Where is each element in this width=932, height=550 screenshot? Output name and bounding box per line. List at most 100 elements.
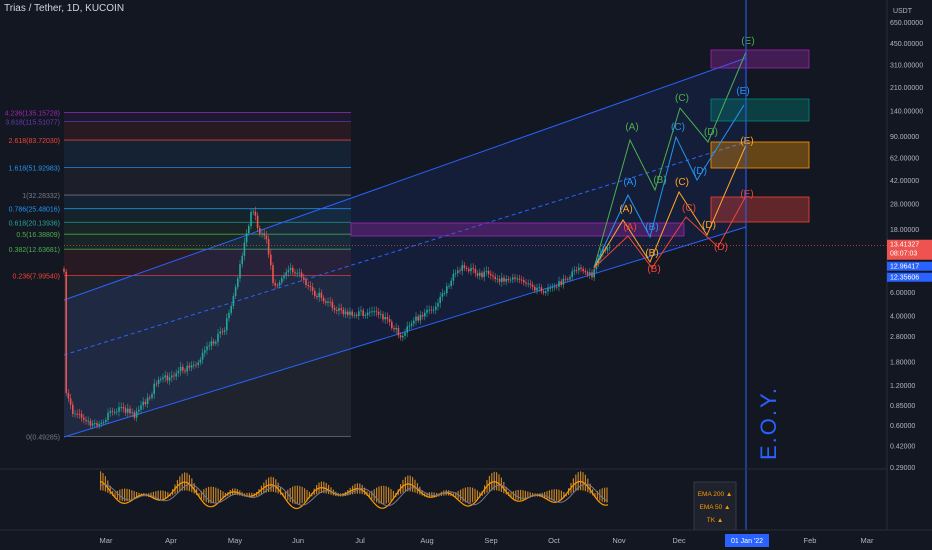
candle-body [567,278,569,280]
osc-bar [272,477,274,492]
candle-body [461,265,463,271]
fib-level-label: 0.618(20.13936) [9,220,60,227]
candle-body [199,359,202,363]
candle-body [452,273,455,281]
osc-bar [186,472,188,491]
osc-bar [155,491,157,499]
candle-body [534,286,536,291]
wave-label: (E) [740,136,753,147]
candle-body [208,345,210,347]
candle-body [270,254,272,266]
candle-body [584,271,587,273]
price-label-2: 12.96417 [890,264,919,271]
candle-body [520,279,523,281]
candle-body [525,282,527,284]
candle-body [144,401,147,404]
osc-bar [532,492,534,498]
candle-body [221,331,224,333]
candle-body [74,413,76,415]
fib-level-label: 2.618(83.72030) [9,138,60,145]
osc-bar [584,474,586,492]
osc-bar [193,483,195,494]
candle-body [157,379,160,384]
candle-body [505,278,507,282]
candle-body [272,265,274,284]
time-tick-label: Mar [861,536,874,545]
candle-body [111,411,114,413]
candle-body [91,423,94,426]
candle-body [102,421,105,423]
fib-zone [64,275,351,437]
candle-body [177,371,180,374]
osc-bar [299,485,301,505]
candle-body [351,311,353,316]
candle-body [446,286,448,294]
wave-label: (A) [619,204,632,215]
osc-bar [246,492,248,498]
candle-body [358,311,360,316]
candle-body [415,316,417,321]
osc-bar [472,487,474,503]
osc-bar [217,488,219,502]
osc-bar [160,490,162,500]
candle-body [107,412,109,420]
candle-body [360,310,362,312]
candle-body [487,270,490,275]
candle-body [454,272,457,274]
candle-body [399,335,402,338]
price-tick-label: 62.00000 [890,155,919,162]
candle-body [377,311,380,315]
osc-bar [292,486,294,504]
osc-bar [544,492,546,498]
osc-bar [376,487,378,503]
candle-body [457,270,459,273]
wave-label: (D) [693,166,707,177]
osc-bar [138,492,140,498]
candle-body [289,267,292,270]
osc-bar [548,490,550,500]
candle-body [168,377,171,381]
candle-body [259,228,261,235]
wave-label: (C) [675,93,689,104]
osc-bar [388,487,390,503]
price-channel [63,49,810,438]
osc-bar [551,489,553,501]
candle-body [135,411,138,418]
fib-level-label: 1.618(51.92983) [9,166,60,173]
candle-body [234,287,237,297]
candle-body [274,283,276,286]
price-tick-label: 0.42000 [890,444,915,451]
candle-body [443,293,446,294]
candle-body [426,309,428,313]
candle-body [512,277,514,280]
candle-body [562,278,565,285]
osc-bar [556,489,558,501]
price-tick-label: 18.00000 [890,227,919,234]
candle-body [545,291,547,293]
candle-body [538,287,540,289]
osc-bar [469,487,471,503]
osc-bar [131,490,133,500]
candle-body [232,296,235,307]
osc-bar [164,491,166,499]
candle-body [553,286,556,288]
osc-bar [409,475,411,492]
candle-body [153,383,155,395]
osc-bar [215,487,217,503]
candle-body [558,281,560,287]
candle-body [571,271,573,278]
candle-body [441,293,444,297]
candle-body [85,419,87,422]
candle-body [230,306,232,313]
fib-zone [64,208,351,223]
fib-zone [64,234,351,250]
osc-bar [392,490,394,500]
candle-body [155,383,158,385]
candle-body [100,422,103,425]
wave-label: (B) [653,175,666,186]
candle-body [151,394,153,398]
currency-label: USDT [893,8,913,15]
osc-legend-item: EMA 50 ▲ [699,504,730,511]
